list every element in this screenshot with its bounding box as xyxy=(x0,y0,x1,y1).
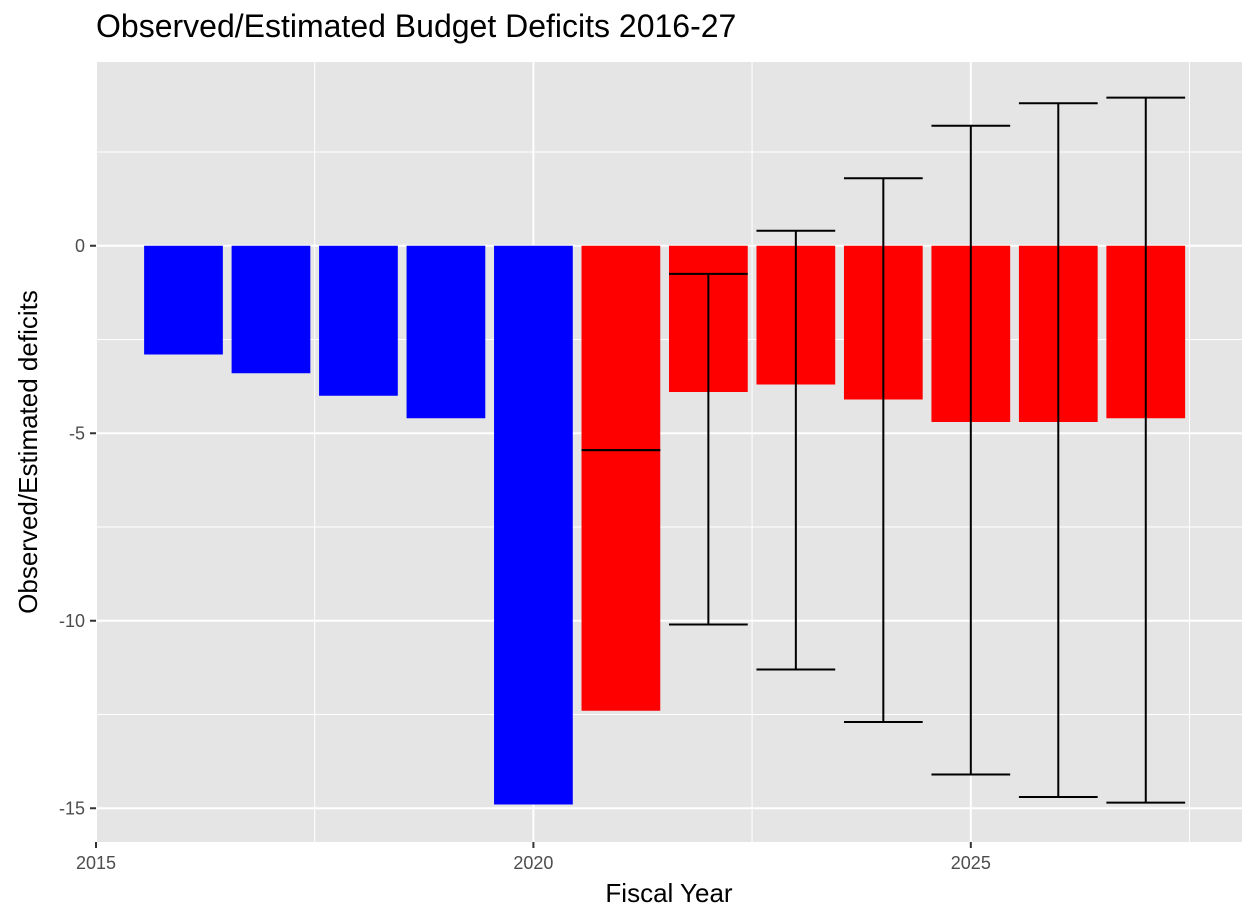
error-bar-2023 xyxy=(756,229,836,671)
x-tick-label: 2020 xyxy=(513,853,553,873)
x-tick-label: 2015 xyxy=(76,853,116,873)
y-tick-label: -5 xyxy=(69,423,85,443)
error-bars-group xyxy=(581,96,1186,804)
y-tick-label: -15 xyxy=(59,798,85,818)
error-bar-2024 xyxy=(843,177,923,723)
bars-group xyxy=(144,245,1186,805)
x-tick-label: 2025 xyxy=(951,853,991,873)
bar-2016-observed xyxy=(144,245,223,355)
bar-2017-observed xyxy=(231,245,311,374)
y-tick-label: -10 xyxy=(59,611,85,631)
x-axis-title: Fiscal Year xyxy=(605,878,733,908)
bar-2018-observed xyxy=(319,245,398,396)
bar-2020-observed xyxy=(494,245,573,805)
error-bar-2027 xyxy=(1106,96,1186,804)
bar-2019-observed xyxy=(406,245,486,419)
error-bar-2022 xyxy=(669,272,748,626)
plot-panel xyxy=(96,62,1242,842)
y-tick-label: 0 xyxy=(75,236,85,256)
error-bar-2025 xyxy=(931,124,1011,776)
axes-group: 2015 2020 2025 0 -5 -10 -15 xyxy=(59,236,991,873)
y-axis-title: Observed/Estimated deficits xyxy=(13,290,43,614)
bar-2021-estimated xyxy=(581,245,661,711)
chart-title: Observed/Estimated Budget Deficits 2016-… xyxy=(96,8,737,44)
error-bar-2026 xyxy=(1018,102,1098,798)
